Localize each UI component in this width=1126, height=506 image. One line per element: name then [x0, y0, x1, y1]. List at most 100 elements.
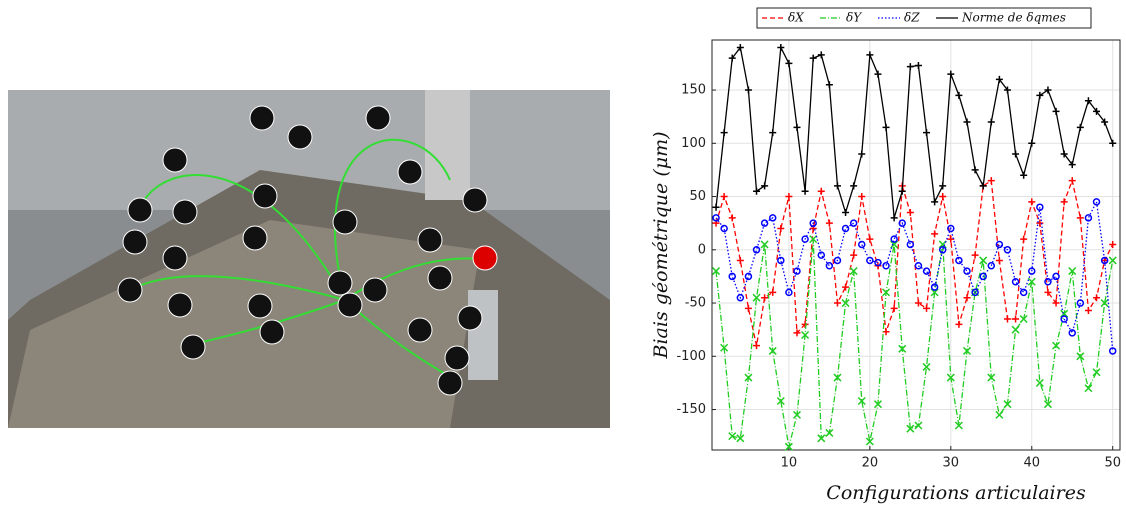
- marker-shape: [995, 256, 1003, 264]
- marker-shape: [1035, 378, 1044, 387]
- data-point: [890, 235, 898, 243]
- marker-shape: [817, 187, 825, 195]
- marker-shape: [712, 267, 721, 276]
- marker-shape: [922, 362, 931, 371]
- data-point: [963, 267, 971, 275]
- marker-shape: [1084, 384, 1093, 393]
- marker-shape: [825, 262, 834, 270]
- data-point: [712, 267, 721, 276]
- marker-shape: [882, 262, 890, 270]
- marker-shape: [987, 177, 995, 185]
- marker-shape: [1084, 306, 1092, 314]
- data-point: [849, 219, 858, 227]
- marker-shape: [801, 320, 809, 328]
- data-point: [712, 203, 720, 211]
- marker-shape: [833, 182, 841, 190]
- data-point: [1043, 400, 1052, 409]
- marker-shape: [931, 230, 939, 238]
- marker-shape: [1012, 315, 1020, 323]
- marker-shape: [939, 193, 947, 201]
- marker-shape: [744, 86, 752, 94]
- marker-shape: [833, 373, 842, 382]
- marker-shape: [882, 123, 890, 131]
- marker-shape: [850, 251, 858, 259]
- data-point: [955, 320, 963, 328]
- y-tick-label: 0: [698, 242, 706, 257]
- marker-shape: [1044, 288, 1052, 296]
- data-point: [890, 304, 898, 312]
- marker-shape: [720, 224, 728, 233]
- data-point: [1027, 277, 1036, 286]
- marker-shape: [792, 410, 802, 419]
- data-point: [761, 294, 769, 302]
- data-point: [768, 346, 777, 355]
- marker-shape: [760, 240, 769, 249]
- marker-shape: [809, 219, 817, 227]
- data-point: [801, 330, 810, 340]
- marker-shape: [1084, 97, 1092, 105]
- data-point: [760, 219, 769, 227]
- marker-shape: [1060, 150, 1068, 158]
- legend-label: δZ: [904, 11, 920, 25]
- marker-shape: [962, 346, 972, 355]
- legend-label: Norme de δqmes: [961, 11, 1066, 25]
- data-point: [825, 219, 833, 227]
- data-point: [1012, 315, 1020, 323]
- marker-shape: [833, 256, 842, 265]
- marker-shape: [1028, 198, 1036, 206]
- marker-shape: [712, 214, 720, 222]
- marker-shape: [1011, 277, 1020, 286]
- data-point: [930, 283, 939, 291]
- data-point: [906, 240, 915, 249]
- marker-shape: [793, 329, 801, 337]
- data-point: [1084, 97, 1092, 105]
- data-point: [1068, 161, 1076, 169]
- data-point: [962, 346, 972, 355]
- marker-shape: [753, 342, 761, 350]
- marker-shape: [1084, 214, 1093, 222]
- data-point: [882, 262, 890, 270]
- marker-shape: [874, 70, 882, 78]
- data-point: [833, 256, 842, 265]
- data-point: [825, 81, 833, 89]
- marker-shape: [833, 299, 841, 307]
- y-axis-label: Biais géométrique (μm): [650, 131, 672, 359]
- data-point: [801, 320, 809, 328]
- marker-shape: [769, 129, 777, 137]
- data-point: [1019, 288, 1028, 297]
- marker-shape: [825, 81, 833, 89]
- data-point: [1012, 150, 1020, 158]
- marker-shape: [938, 246, 947, 254]
- marker-shape: [776, 396, 785, 406]
- marker-shape: [817, 51, 825, 59]
- data-point: [752, 246, 761, 254]
- marker-shape: [728, 432, 737, 441]
- data-point: [1052, 272, 1060, 281]
- marker-shape: [842, 283, 850, 291]
- marker-shape: [736, 293, 745, 302]
- marker-shape: [1044, 86, 1052, 94]
- data-point: [792, 410, 802, 419]
- data-point: [1101, 118, 1109, 126]
- data-point: [793, 123, 801, 131]
- data-point: [1092, 198, 1101, 206]
- marker-shape: [817, 434, 826, 443]
- marker-shape: [947, 224, 955, 233]
- y-tick-label: 50: [689, 189, 706, 204]
- data-point: [801, 187, 809, 195]
- marker-shape: [1052, 341, 1061, 350]
- data-point: [1044, 288, 1052, 296]
- marker-shape: [1020, 235, 1028, 243]
- marker-shape: [874, 258, 882, 267]
- data-point: [744, 373, 753, 382]
- y-tick-label: -100: [676, 349, 706, 364]
- data-point: [817, 51, 825, 59]
- data-point: [1003, 86, 1011, 94]
- data-point: [1052, 107, 1060, 115]
- data-point: [1093, 107, 1101, 115]
- marker-shape: [987, 118, 995, 126]
- marker-shape: [1092, 368, 1101, 377]
- data-point: [914, 262, 923, 270]
- marker-shape: [744, 304, 752, 312]
- marker-shape: [971, 166, 979, 174]
